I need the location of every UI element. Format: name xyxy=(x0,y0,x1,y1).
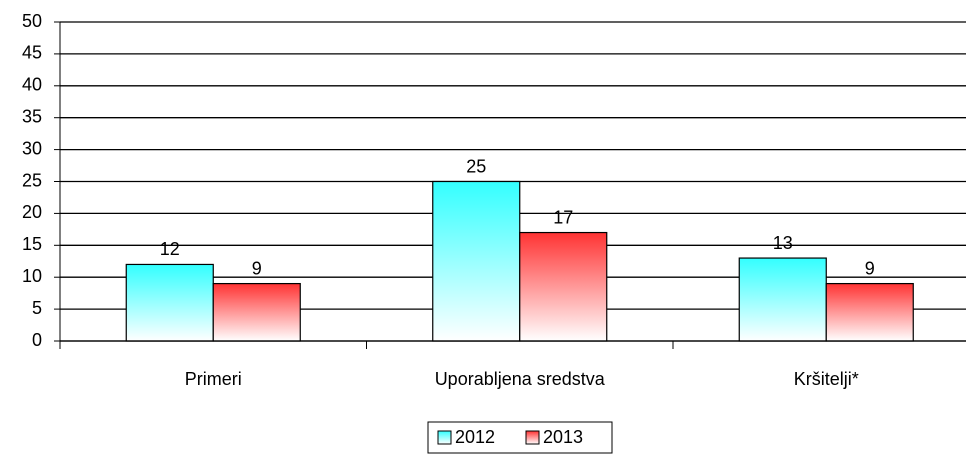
y-tick-label: 10 xyxy=(22,266,42,286)
y-tick-label: 30 xyxy=(22,138,42,158)
legend-swatch xyxy=(525,430,540,445)
y-tick-label: 25 xyxy=(22,170,42,190)
data-label: 17 xyxy=(553,207,573,227)
legend-label: 2012 xyxy=(455,427,495,447)
y-tick-label: 45 xyxy=(22,43,42,63)
y-tick-label: 35 xyxy=(22,106,42,126)
bar xyxy=(738,257,827,342)
data-label: 9 xyxy=(865,258,875,278)
legend-label: 2013 xyxy=(543,427,583,447)
data-label: 12 xyxy=(160,239,180,259)
data-label: 13 xyxy=(773,233,793,253)
data-label: 9 xyxy=(252,258,262,278)
bar xyxy=(125,263,214,342)
y-tick-label: 0 xyxy=(32,330,42,350)
y-tick-label: 50 xyxy=(22,11,42,31)
x-tick-label: Kršitelji* xyxy=(794,369,859,389)
legend-box xyxy=(427,421,613,454)
y-tick-label: 20 xyxy=(22,202,42,222)
y-tick-label: 5 xyxy=(32,298,42,318)
bar xyxy=(825,282,914,342)
bar xyxy=(519,231,608,342)
x-tick-label: Uporabljena sredstva xyxy=(435,369,606,389)
x-tick-label: Primeri xyxy=(185,369,242,389)
y-tick-label: 40 xyxy=(22,75,42,95)
bar xyxy=(212,282,301,342)
y-tick-label: 15 xyxy=(22,234,42,254)
legend-swatch xyxy=(437,430,452,445)
data-label: 25 xyxy=(466,156,486,176)
bar xyxy=(432,180,521,342)
